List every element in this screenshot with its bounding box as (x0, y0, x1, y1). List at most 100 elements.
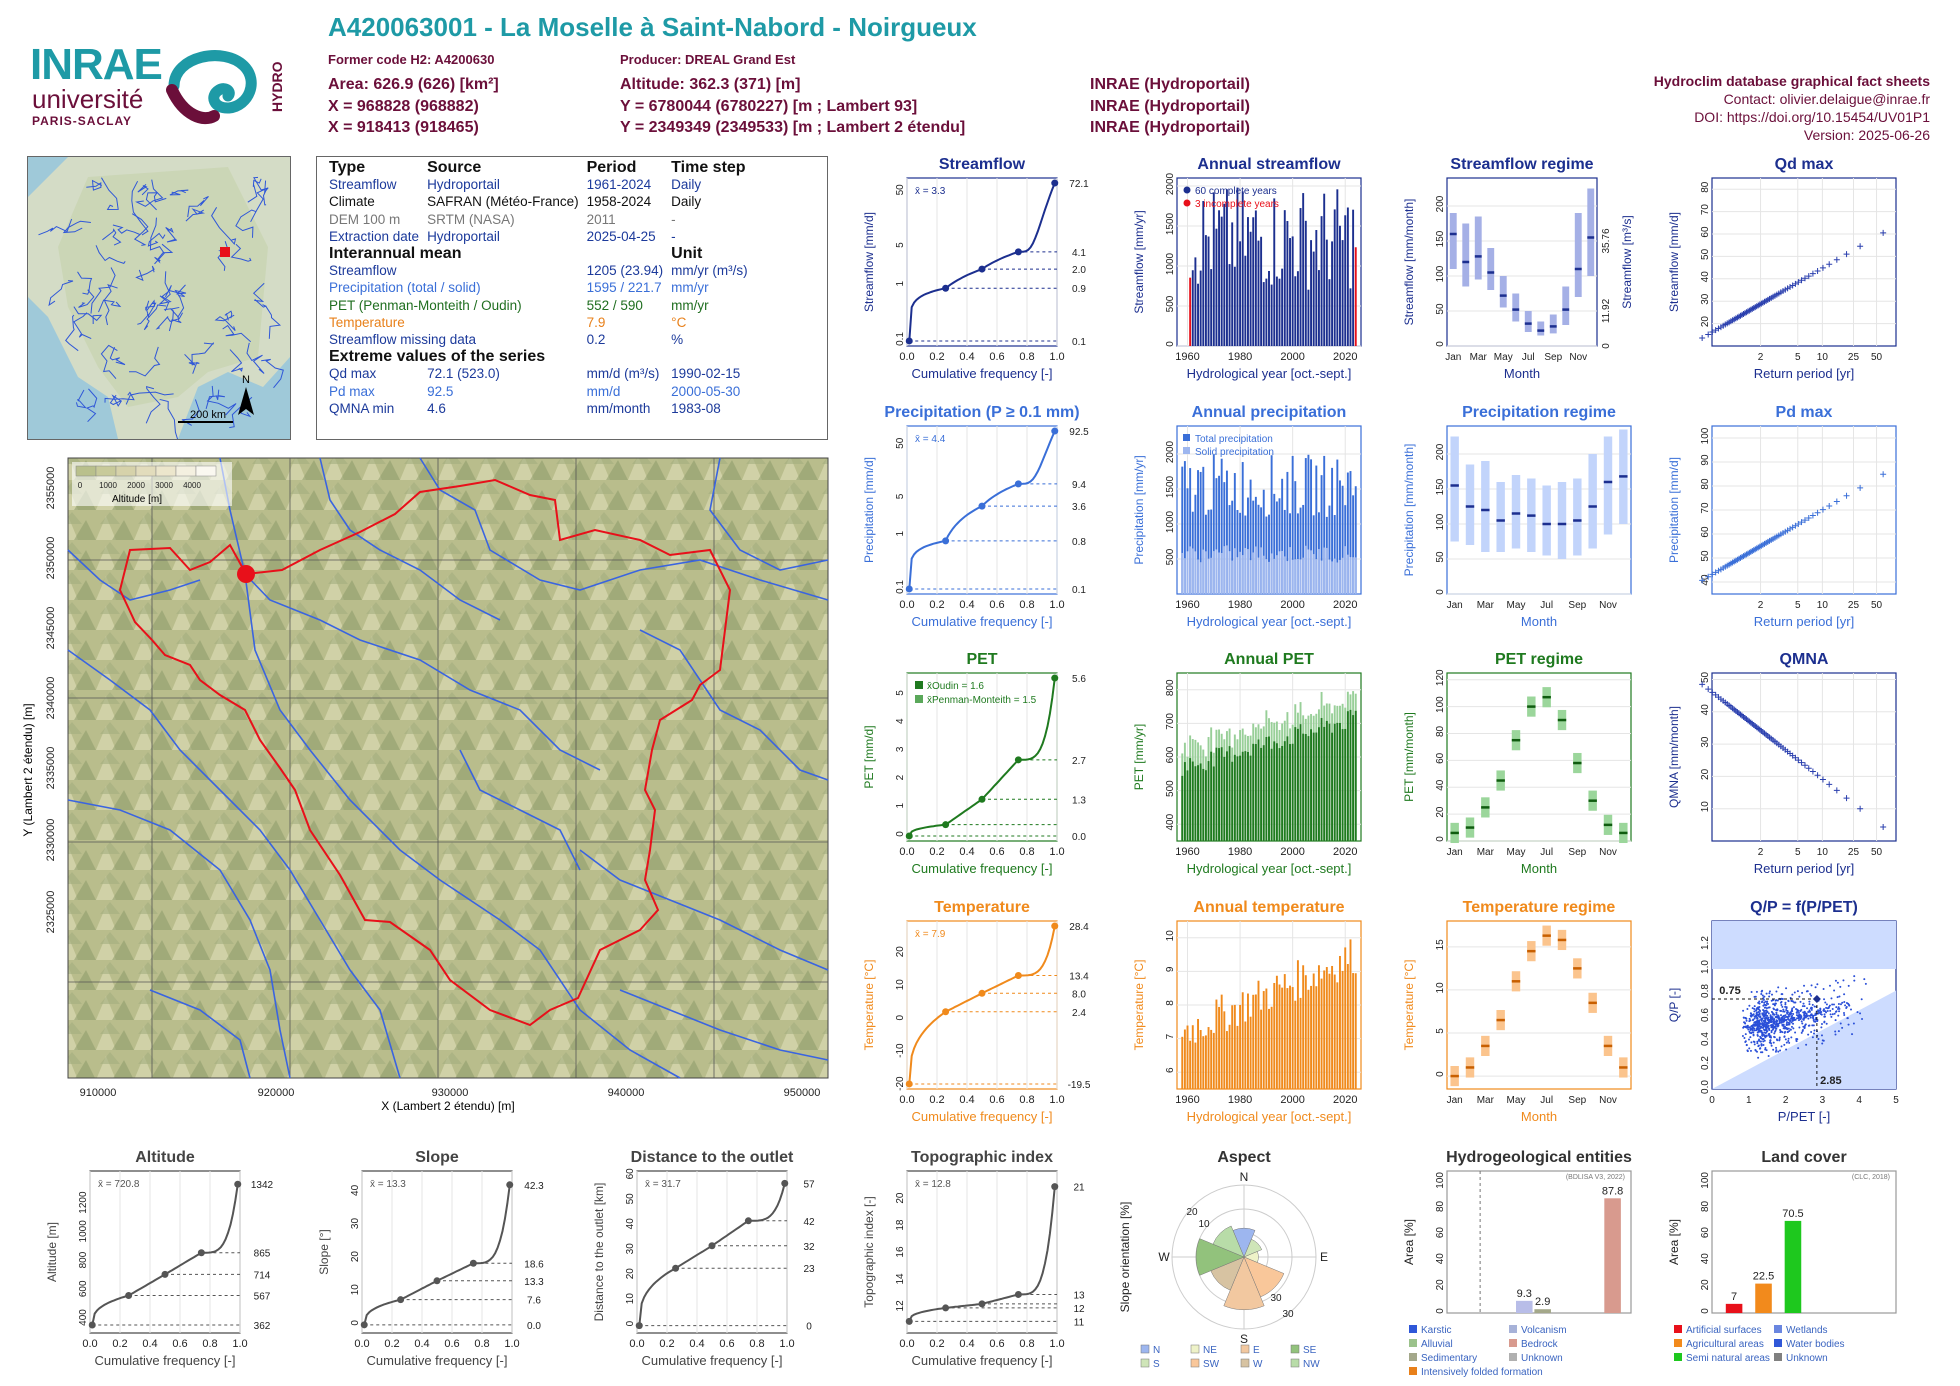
qp-point (1849, 1008, 1852, 1011)
return-period-point (1712, 691, 1719, 698)
annual-bar (1183, 558, 1186, 594)
qp-point (1773, 1035, 1776, 1038)
annual_streamflow-ylabel: Streamflow [mm/yr] (1132, 210, 1146, 313)
annual-bar (1320, 216, 1323, 346)
qp-point (1760, 1001, 1763, 1004)
minimap-river (75, 389, 87, 409)
legend-swatch (1409, 1367, 1417, 1375)
qp-point (1852, 1022, 1855, 1025)
qp-point (1836, 981, 1839, 984)
qp-point (1805, 990, 1808, 993)
right-quantile-label: 57 (803, 1179, 815, 1190)
streamflow_cdf-ylabel: Streamflow [mm/d] (862, 212, 876, 312)
minimap-river (229, 349, 243, 373)
qp-point (1770, 1031, 1773, 1034)
y-tick-label: 50 (1435, 551, 1446, 563)
x-tick-label: 0.0 (899, 351, 914, 363)
annual-bar (1354, 710, 1357, 841)
annual-bar (1225, 545, 1228, 594)
aspect-legend-swatch (1240, 1358, 1250, 1368)
quantile-point (978, 1300, 986, 1308)
annual-bar (1328, 973, 1331, 1089)
mean-value: 1205 (23.94) (586, 263, 664, 279)
qp-point (1792, 1012, 1795, 1015)
y-tick-label: 1 (895, 531, 906, 537)
interannual-header: Interannual mean (329, 245, 462, 263)
legend-label: Semi natural areas (1686, 1353, 1770, 1364)
qp-point (1750, 1041, 1753, 1044)
x-tick-label: 0.0 (629, 1338, 644, 1350)
annual-bar (1312, 251, 1315, 346)
precip_cdf-ylabel: Precipitation [mm/d] (862, 457, 876, 563)
annual-bar (1197, 1018, 1199, 1089)
land_cover-bar (1755, 1283, 1772, 1313)
annual-bar (1257, 980, 1260, 1089)
right-quantile-label: 2.7 (1072, 756, 1086, 767)
annual-bar (1270, 748, 1273, 841)
annual-bar (1299, 559, 1302, 594)
right-quantile-label: 72.1 (1069, 179, 1089, 190)
map-xtick-label: 920000 (258, 1087, 295, 1099)
minimap-river (78, 289, 95, 308)
annual-bar (1352, 495, 1355, 594)
right-quantile-label: 865 (254, 1249, 271, 1260)
annual-bar (1181, 1036, 1184, 1089)
qp-point (1762, 1033, 1765, 1036)
qp-point (1763, 1006, 1766, 1009)
qp-point (1856, 1011, 1859, 1014)
qp-point (1766, 1025, 1769, 1028)
altitude-xlabel: Cumulative frequency [-] (95, 1353, 236, 1368)
temp_regime-xlabel: Month (1521, 1109, 1557, 1124)
annual-bar (1218, 552, 1221, 594)
qp-point (1831, 1013, 1834, 1016)
qp-point (1748, 1004, 1751, 1007)
qp-point (1776, 999, 1779, 1002)
qp-point (1839, 1022, 1842, 1025)
minimap-river (187, 195, 209, 218)
y-tick-label: -20 (895, 1076, 906, 1091)
annual-bar (1275, 501, 1278, 594)
annual-bar (1244, 1021, 1247, 1089)
legend-label: Sedimentary (1421, 1353, 1477, 1364)
aspect-legend-label: NE (1203, 1345, 1217, 1356)
annual-bar (1249, 755, 1252, 841)
qp-point (1767, 1012, 1770, 1015)
annual-bar (1291, 559, 1294, 594)
qp-point (1794, 1031, 1797, 1034)
annual-bar (1354, 486, 1357, 594)
qp-point (1782, 1020, 1785, 1023)
return-period-point (1843, 795, 1850, 802)
qp-point (1863, 978, 1866, 981)
annual-bar (1252, 552, 1255, 594)
inrae-logo: INRAE (30, 40, 163, 89)
annual-bar (1220, 216, 1223, 346)
annual-bar (1223, 1011, 1226, 1089)
y-tick-label: 0.8 (1700, 984, 1711, 998)
qp-point (1836, 1007, 1839, 1010)
qp-point (1808, 1003, 1811, 1006)
legend-label: 60 complete years (1195, 186, 1277, 197)
qp-point (1810, 994, 1813, 997)
annual-bar (1186, 551, 1189, 594)
qp-point (1794, 1018, 1797, 1021)
y-tick-label: 1200 (78, 1191, 89, 1214)
qp-point (1775, 1011, 1778, 1014)
annual-bar (1197, 283, 1199, 346)
minimap-river (137, 183, 149, 196)
qp-point (1770, 1021, 1773, 1024)
annual-bar (1302, 965, 1305, 1089)
qp-point (1759, 1051, 1762, 1054)
annual-bar (1189, 1040, 1192, 1089)
qp-point (1795, 1038, 1798, 1041)
legend-swatch (1409, 1339, 1417, 1347)
right-quantile-label: 7.6 (527, 1296, 541, 1307)
y-tick-label: 80 (1700, 478, 1711, 490)
minimap-river (137, 302, 157, 325)
annual-bar (1281, 478, 1284, 594)
legend-label: Artificial surfaces (1686, 1325, 1762, 1336)
qp-point (1758, 1000, 1761, 1003)
annual_precip-chart: Annual precipitation 500 1000 1500 2000 1960 1… (1132, 404, 1362, 629)
streamflow_cdf-chart: Streamflow 0.0 0.2 0.4 0.6 0.8 1.0 0.1 1 5 50 72.1 4… (862, 156, 1089, 381)
y-tick-label: 0 (350, 1320, 361, 1326)
qp-point (1741, 1035, 1744, 1038)
